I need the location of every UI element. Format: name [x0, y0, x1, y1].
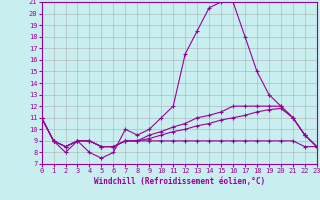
X-axis label: Windchill (Refroidissement éolien,°C): Windchill (Refroidissement éolien,°C) [94, 177, 265, 186]
